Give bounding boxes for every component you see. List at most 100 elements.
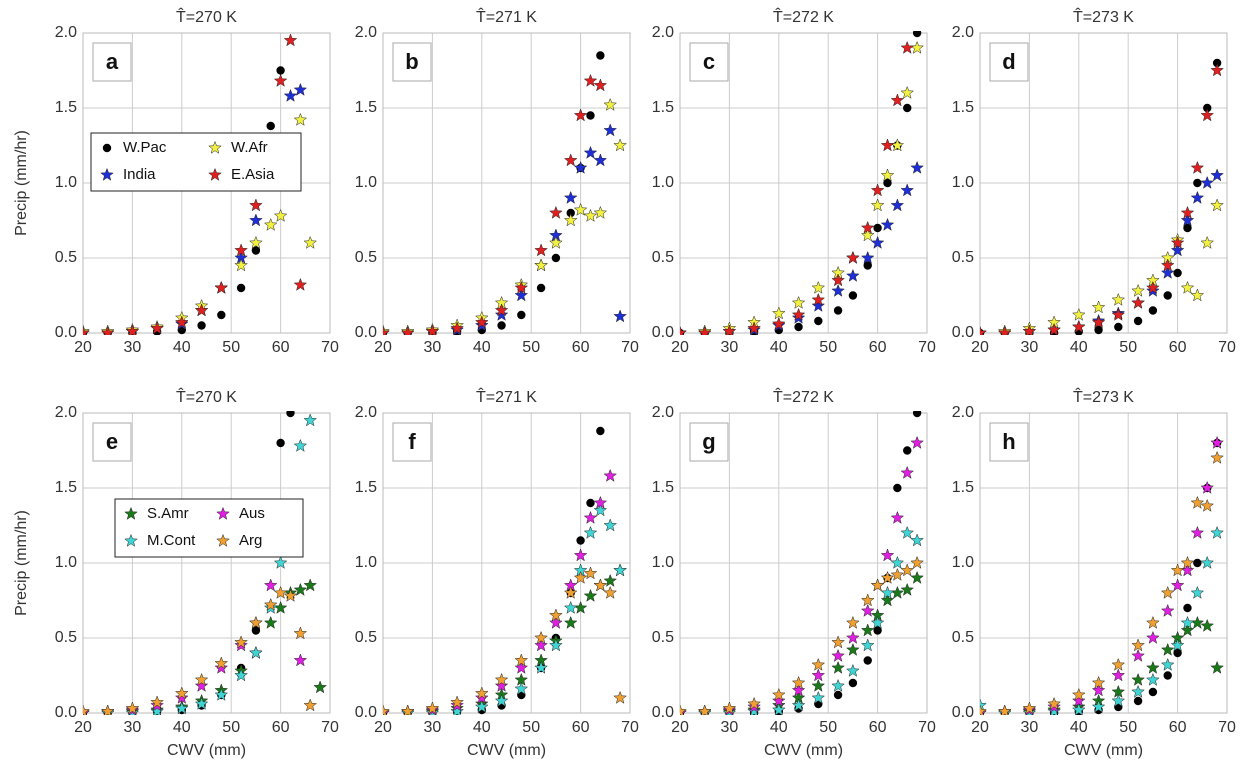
x-tick-label: 60 bbox=[869, 339, 887, 356]
point bbox=[1200, 235, 1215, 249]
y-tick-label: 0.5 bbox=[652, 629, 674, 646]
point bbox=[494, 693, 509, 707]
legend-label: S.Amr bbox=[147, 505, 189, 522]
point bbox=[680, 704, 687, 715]
y-tick-label: 1.0 bbox=[55, 174, 77, 191]
panel-title: T̂=272 K bbox=[773, 7, 834, 27]
point bbox=[514, 653, 529, 667]
y-tick-label: 0.0 bbox=[55, 704, 77, 721]
point bbox=[900, 582, 915, 596]
series-group bbox=[980, 435, 1224, 715]
legend-label: M.Cont bbox=[147, 532, 196, 549]
point bbox=[573, 202, 588, 216]
point bbox=[860, 228, 875, 242]
y-tick-label: 1.5 bbox=[55, 99, 77, 116]
panel-label-frame bbox=[92, 42, 132, 82]
x-tick-label: 40 bbox=[770, 719, 788, 736]
point bbox=[425, 701, 440, 715]
series-group bbox=[980, 58, 1224, 335]
x-tick-label: 50 bbox=[522, 339, 540, 356]
point bbox=[249, 235, 263, 249]
y-tick-label: 1.5 bbox=[355, 99, 377, 116]
x-tick-label: 20 bbox=[74, 339, 92, 356]
point bbox=[273, 208, 288, 222]
point bbox=[831, 273, 845, 287]
series-group bbox=[83, 411, 327, 715]
panel-title: T̂=271 K bbox=[476, 7, 537, 27]
point bbox=[234, 243, 248, 257]
point bbox=[1133, 696, 1143, 706]
panel-label: f bbox=[408, 429, 416, 454]
y-tick-label: 2.0 bbox=[355, 404, 377, 421]
panel-title: T̂=271 K bbox=[476, 387, 537, 407]
point bbox=[860, 593, 875, 607]
point bbox=[1148, 687, 1158, 697]
panel-label: g bbox=[702, 429, 715, 454]
y-tick-label: 1.0 bbox=[652, 554, 674, 571]
point bbox=[890, 555, 905, 569]
point bbox=[811, 298, 826, 312]
point bbox=[831, 283, 845, 297]
point bbox=[534, 258, 548, 272]
point bbox=[1071, 687, 1086, 701]
point bbox=[551, 253, 561, 263]
point bbox=[1071, 693, 1086, 707]
panel-label: a bbox=[106, 49, 119, 74]
point bbox=[603, 468, 618, 482]
point bbox=[848, 678, 858, 688]
point bbox=[563, 585, 578, 599]
point bbox=[910, 570, 924, 584]
x-tick-label: 20 bbox=[971, 339, 989, 356]
x-tick-label: 40 bbox=[770, 339, 788, 356]
point bbox=[1131, 648, 1145, 662]
y-tick-label: 1.0 bbox=[652, 174, 674, 191]
y-tick-label: 1.0 bbox=[355, 554, 377, 571]
point bbox=[514, 681, 529, 695]
x-tick-label: 50 bbox=[222, 339, 240, 356]
point bbox=[517, 310, 526, 320]
points bbox=[383, 426, 627, 715]
point bbox=[1210, 63, 1224, 77]
point bbox=[833, 306, 843, 315]
point bbox=[214, 687, 229, 701]
point bbox=[860, 623, 875, 637]
point bbox=[1071, 702, 1086, 715]
legend-label: Arg bbox=[239, 532, 262, 549]
y-tick-label: 0.0 bbox=[355, 324, 377, 341]
point bbox=[910, 435, 924, 449]
points bbox=[383, 51, 627, 335]
point bbox=[771, 306, 786, 320]
point bbox=[534, 243, 548, 257]
point bbox=[811, 678, 826, 692]
point bbox=[1200, 555, 1215, 569]
point bbox=[613, 563, 627, 577]
x-tick-label: 70 bbox=[321, 339, 339, 356]
point bbox=[1148, 306, 1158, 315]
y-tick-label: 2.0 bbox=[952, 24, 974, 41]
point bbox=[980, 698, 987, 712]
x-tick-label: 70 bbox=[1218, 719, 1236, 736]
point bbox=[890, 93, 905, 107]
y-tick-label: 0.0 bbox=[355, 704, 377, 721]
point bbox=[603, 518, 618, 532]
y-tick-label: 0.0 bbox=[652, 324, 674, 341]
x-tick-label: 30 bbox=[721, 719, 739, 736]
point bbox=[494, 303, 509, 317]
x-tick-label: 50 bbox=[1119, 719, 1137, 736]
points bbox=[83, 411, 327, 715]
panel-title: T̂=272 K bbox=[773, 387, 834, 407]
point bbox=[1170, 243, 1185, 257]
x-tick-label: 70 bbox=[621, 339, 639, 356]
point bbox=[1146, 672, 1160, 686]
panel-label: d bbox=[1002, 49, 1015, 74]
point bbox=[534, 638, 548, 652]
point bbox=[573, 570, 588, 584]
point bbox=[549, 615, 563, 629]
point bbox=[1071, 319, 1086, 333]
point bbox=[273, 555, 288, 569]
point bbox=[910, 555, 924, 569]
point bbox=[1190, 495, 1205, 509]
point bbox=[912, 31, 922, 38]
point bbox=[1111, 657, 1126, 671]
point bbox=[880, 570, 895, 584]
